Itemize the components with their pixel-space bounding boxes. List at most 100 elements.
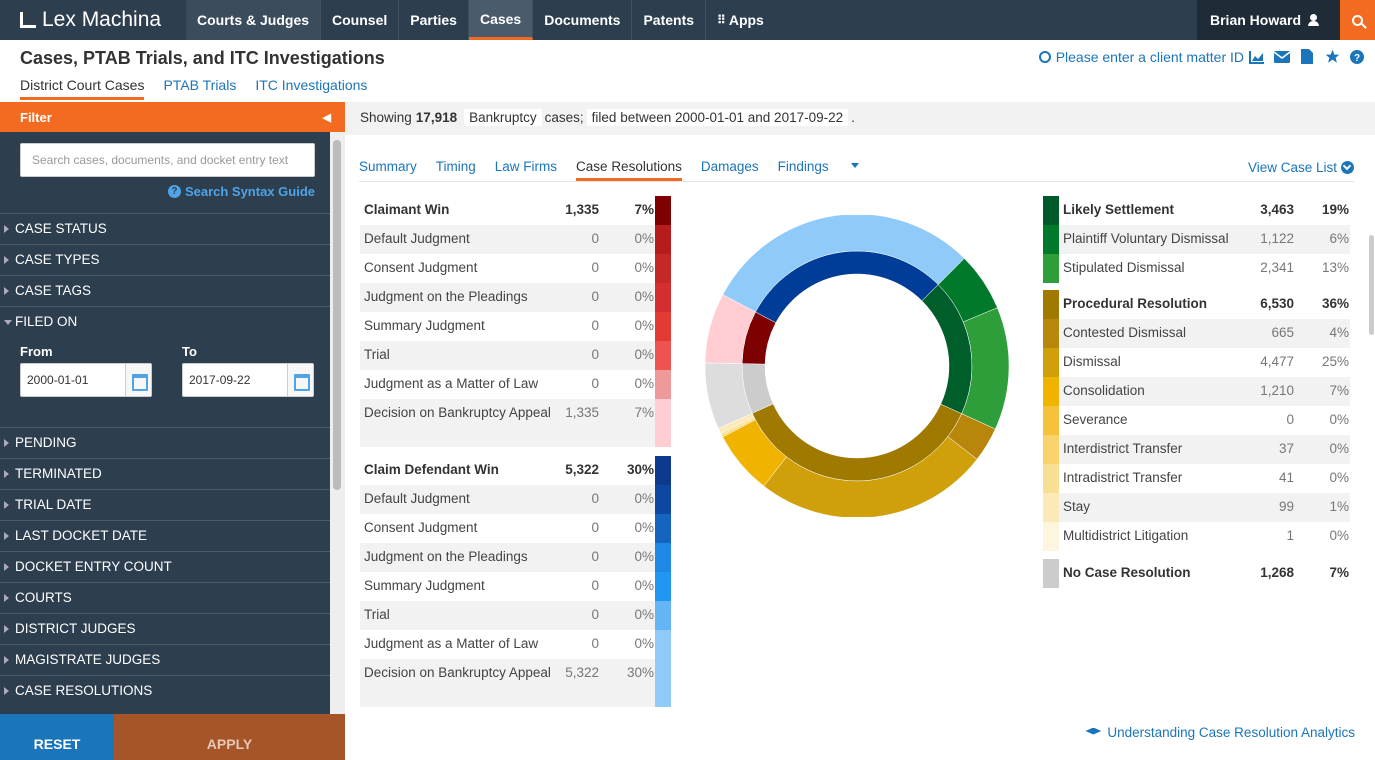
row-percent: 0% [1329,528,1349,543]
outer-slice[interactable] [704,294,756,364]
tab-law-firms[interactable]: Law Firms [494,159,558,174]
reset-button[interactable]: RESET [0,714,114,760]
nav-patents[interactable]: Patents [632,0,707,40]
facet-district-judges[interactable]: DISTRICT JUDGES [0,613,330,644]
resolution-row[interactable]: Stay 99 1% [1059,493,1350,522]
resolution-row[interactable]: Consent Judgment 0 0% [360,254,655,283]
resolution-row[interactable]: Judgment on the Pleadings 0 0% [360,283,655,312]
apply-button[interactable]: APPLY [114,714,345,760]
group-header-row[interactable]: Procedural Resolution 6,530 36% [1059,290,1350,319]
nav-documents[interactable]: Documents [533,0,633,40]
resolution-row[interactable]: Intradistrict Transfer 41 0% [1059,464,1350,493]
resolution-row[interactable]: Default Judgment 0 0% [360,485,655,514]
resolution-row[interactable]: Interdistrict Transfer 37 0% [1059,435,1350,464]
facet-pending[interactable]: PENDING [0,427,330,458]
group-header-row[interactable]: Likely Settlement 3,463 19% [1059,196,1350,225]
facet-trial-date[interactable]: TRIAL DATE [0,489,330,520]
resolution-row[interactable]: Trial 0 0% [360,341,655,370]
search-input[interactable]: Search cases, documents, and docket entr… [20,143,315,177]
resolution-row[interactable]: Multidistrict Litigation 1 0% [1059,522,1350,551]
from-date-input[interactable]: 2000-01-01 [20,363,152,397]
tab-district-court-cases[interactable]: District Court Cases [20,77,145,100]
filed-range-chip[interactable]: filed between 2000-01-01 and 2017-09-22 [586,109,849,126]
resolution-row[interactable]: Severance 0 0% [1059,406,1350,435]
global-search-button[interactable] [1340,0,1375,40]
row-label: Claim Defendant Win [364,462,499,477]
group-header-row[interactable]: Claimant Win 1,335 7% [360,196,655,225]
resolution-row[interactable]: Default Judgment 0 0% [360,225,655,254]
sidebar-scrollbar[interactable] [330,132,345,714]
facet-filed-on[interactable]: FILED ON [0,306,330,337]
chart-icon[interactable] [1249,50,1265,68]
tab-findings[interactable]: Findings [778,159,878,181]
case-type-chip[interactable]: Bankruptcy [464,109,542,126]
to-date-input[interactable]: 2017-09-22 [182,363,314,397]
row-count: 1,210 [1260,383,1294,398]
row-percent: 0% [1329,470,1349,485]
nav-courts-judges[interactable]: Courts & Judges [186,0,322,40]
tab-case-resolutions[interactable]: Case Resolutions [576,159,682,181]
caret-right-icon [4,470,9,478]
facet-courts[interactable]: COURTS [0,582,330,613]
resolution-row[interactable]: Plaintiff Voluntary Dismissal 1,122 6% [1059,225,1350,254]
scrollbar-thumb[interactable] [1369,235,1374,335]
facet-case-resolutions[interactable]: CASE RESOLUTIONS [0,675,330,706]
resolution-row[interactable]: Stipulated Dismissal 2,341 13% [1059,254,1350,283]
star-icon[interactable] [1324,49,1340,68]
facet-last-docket-date[interactable]: LAST DOCKET DATE [0,520,330,551]
resolution-row[interactable]: Consent Judgment 0 0% [360,514,655,543]
resolution-row[interactable]: Dismissal 4,477 25% [1059,348,1350,377]
tab-summary[interactable]: Summary [359,159,417,174]
view-case-list-link[interactable]: View Case List [1248,160,1354,175]
tab-damages[interactable]: Damages [700,159,759,174]
resolution-row[interactable]: Judgment as a Matter of Law 0 0% [360,630,655,659]
calendar-icon[interactable] [287,364,313,396]
resolution-row[interactable]: Trial 0 0% [360,601,655,630]
understanding-analytics-link[interactable]: Understanding Case Resolution Analytics [1085,725,1355,740]
facet-magistrate-judges[interactable]: MAGISTRATE JUDGES [0,644,330,675]
row-percent: 4% [1329,325,1349,340]
facet-label: TERMINATED [15,466,102,481]
calendar-icon[interactable] [125,364,151,396]
resolution-row[interactable]: Decision on Bankruptcy Appeal 5,322 30% [360,659,655,688]
facet-case-tags[interactable]: CASE TAGS [0,275,330,306]
facet-terminated[interactable]: TERMINATED [0,458,330,489]
facet-docket-entry-count[interactable]: DOCKET ENTRY COUNT [0,551,330,582]
row-percent: 7% [1329,383,1349,398]
email-icon[interactable] [1273,50,1291,67]
row-count: 0 [591,347,599,362]
top-nav: Lex Machina Courts & Judges Counsel Part… [0,0,1375,40]
resolution-row[interactable]: Summary Judgment 0 0% [360,312,655,341]
caret-right-icon [4,687,9,695]
syntax-guide-link[interactable]: ? Search Syntax Guide [167,184,315,199]
filter-header[interactable]: Filter ◀ [0,102,345,132]
facet-case-status[interactable]: CASE STATUS [0,213,330,244]
resolution-row[interactable]: Decision on Bankruptcy Appeal 1,335 7% [360,399,655,428]
nav-counsel[interactable]: Counsel [321,0,400,40]
group-header-row[interactable]: Claim Defendant Win 5,322 30% [360,456,655,485]
client-matter-link[interactable]: Please enter a client matter ID [1038,49,1244,65]
facet-case-types[interactable]: CASE TYPES [0,244,330,275]
resolution-row[interactable]: Judgment as a Matter of Law 0 0% [360,370,655,399]
collapse-left-icon[interactable]: ◀ [322,111,331,124]
scrollbar-thumb[interactable] [333,140,341,490]
nav-apps[interactable]: ⠿ Apps [706,0,775,40]
nav-cases[interactable]: Cases [468,0,534,40]
caret-right-icon [4,563,9,571]
resolution-row[interactable]: Judgment on the Pleadings 0 0% [360,543,655,572]
help-icon[interactable]: ? [1349,49,1365,68]
row-label: Likely Settlement [1063,202,1175,217]
logo[interactable]: Lex Machina [0,0,186,40]
resolution-row[interactable]: Consolidation 1,210 7% [1059,377,1350,406]
main-scrollbar[interactable] [1368,135,1375,760]
resolution-row[interactable]: Summary Judgment 0 0% [360,572,655,601]
tab-itc-investigations[interactable]: ITC Investigations [255,77,368,93]
tab-timing[interactable]: Timing [435,159,476,174]
document-icon[interactable] [1299,49,1315,68]
nav-parties[interactable]: Parties [399,0,469,40]
row-percent: 7% [1329,565,1349,580]
tab-ptab-trials[interactable]: PTAB Trials [163,77,237,93]
resolution-row[interactable]: Contested Dismissal 665 4% [1059,319,1350,348]
user-menu[interactable]: Brian Howard [1197,0,1340,40]
group-header-row[interactable]: No Case Resolution 1,268 7% [1059,559,1350,588]
